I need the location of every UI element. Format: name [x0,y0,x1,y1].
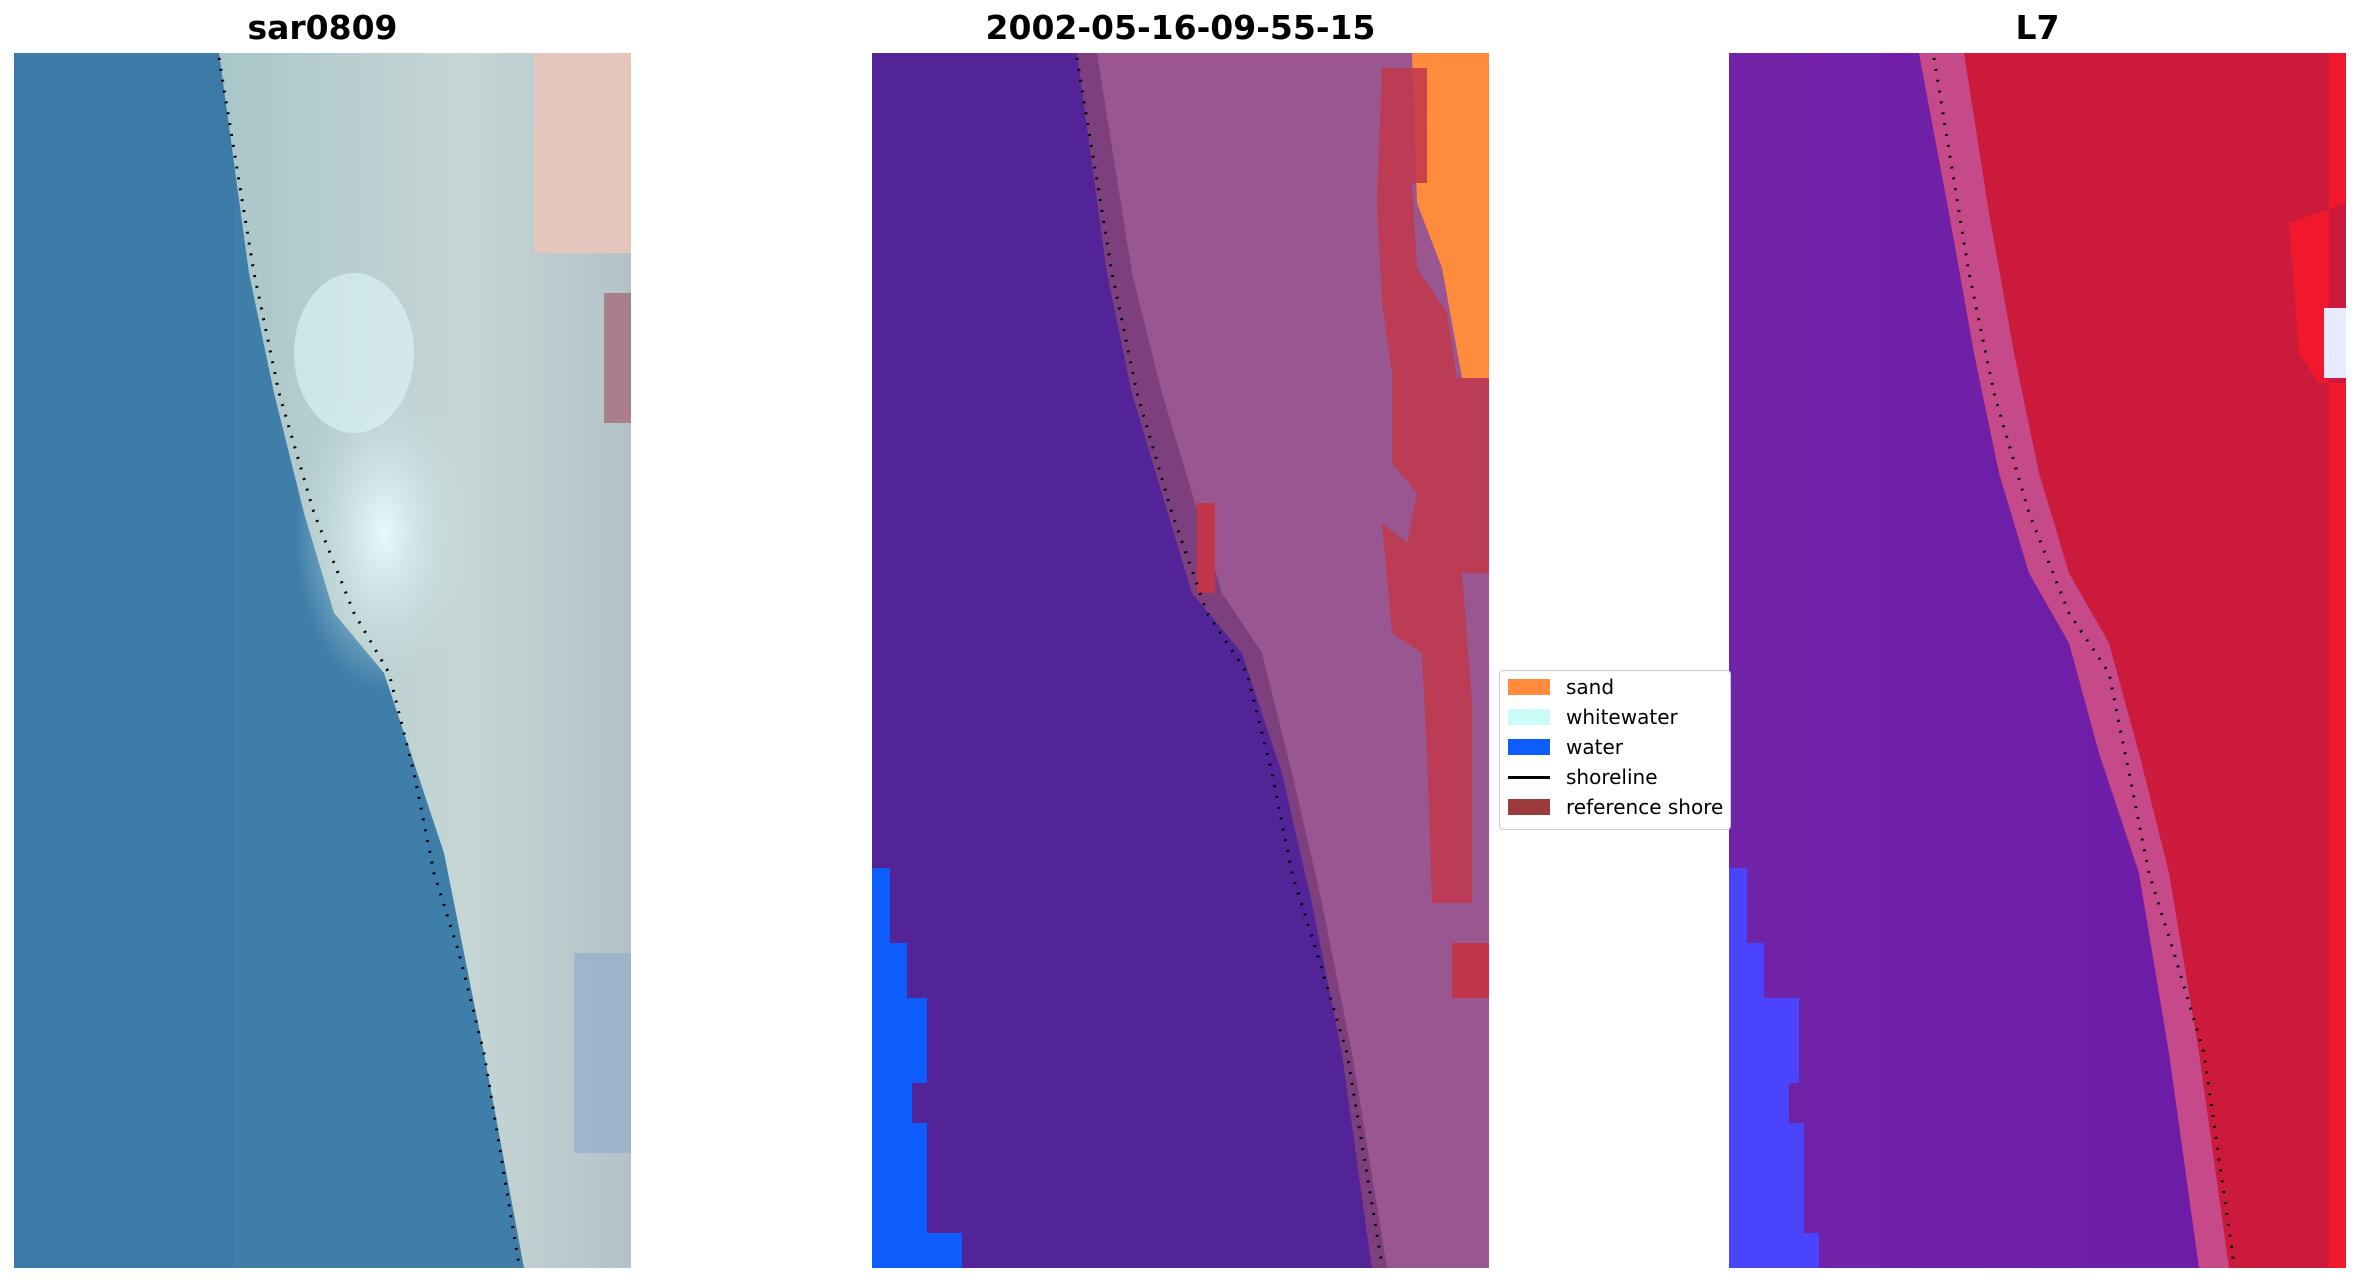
panel-title-index: L7 [2015,8,2060,47]
legend: sand whitewater water shoreline referenc… [1499,670,1731,830]
whitewater-swatch [1508,709,1550,725]
panel-title-classified: 2002-05-16-09-55-15 [985,8,1376,47]
legend-label: reference shore [1566,795,1724,819]
water-swatch [1508,739,1550,755]
legend-item-whitewater: whitewater [1508,705,1678,729]
index-image [1729,53,2346,1268]
legend-label: shoreline [1566,765,1658,789]
shoreline-line-sample [1508,775,1550,779]
legend-item-sand: sand [1508,675,1614,699]
classified-image [872,53,1489,1268]
rgb-image-panel [14,53,631,1268]
panel-title-rgb: sar0809 [247,8,398,47]
legend-item-reference-shore: reference shore [1508,795,1723,819]
index-image-panel [1729,53,2346,1268]
legend-label: whitewater [1566,705,1678,729]
sand-swatch [1508,679,1550,695]
classified-image-panel [872,53,1489,1268]
legend-label: sand [1566,675,1615,699]
legend-item-water: water [1508,735,1623,759]
reference-shore-swatch [1508,799,1550,815]
legend-item-shoreline: shoreline [1508,765,1658,789]
legend-label: water [1566,735,1623,759]
rgb-image [14,53,631,1268]
